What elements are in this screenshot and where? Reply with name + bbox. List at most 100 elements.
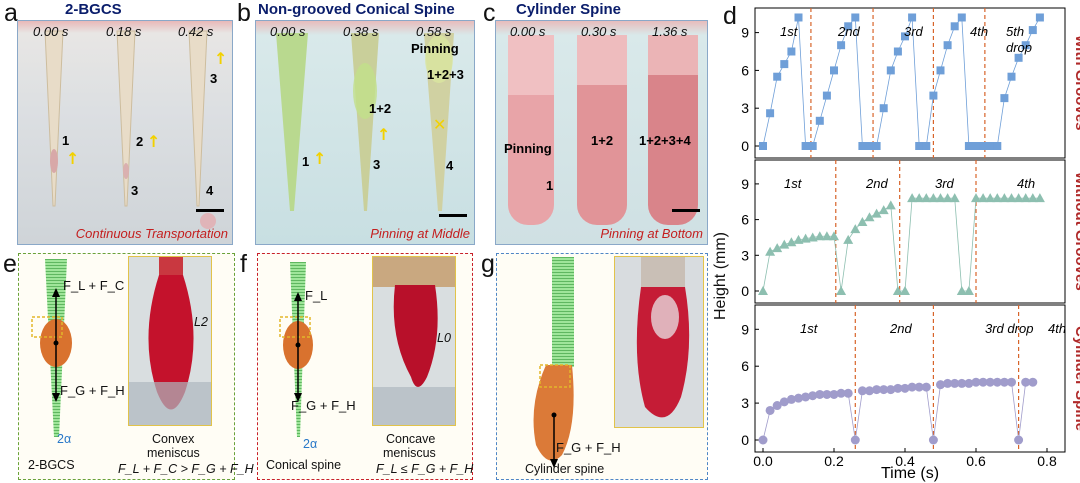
data-point — [957, 378, 967, 388]
y-tick-label: 3 — [741, 247, 749, 263]
spine-b1-icon — [276, 33, 308, 211]
data-point — [914, 382, 924, 392]
data-point — [879, 385, 889, 395]
data-point — [829, 231, 839, 241]
panel-label-b: b — [237, 0, 251, 27]
length-e: L2 — [194, 315, 208, 329]
data-point — [779, 397, 789, 407]
panel-label-g: g — [481, 250, 495, 278]
data-point — [1014, 53, 1023, 62]
y-tick-label: 3 — [741, 395, 749, 411]
data-point — [1034, 193, 1045, 203]
photo-b-1 — [256, 21, 329, 244]
concave-drop-icon — [373, 257, 455, 425]
data-point — [886, 66, 895, 75]
data-point — [922, 142, 931, 150]
data-point — [759, 142, 767, 150]
panel-title-b: Non-grooved Conical Spine — [258, 1, 455, 18]
data-point — [787, 47, 796, 56]
spine-a3-icon — [188, 30, 216, 229]
drop-num-b-3: 3 — [373, 157, 381, 172]
data-point — [1021, 41, 1030, 50]
y-tick-label: 0 — [741, 283, 749, 299]
panel-label-c: c — [483, 0, 496, 27]
data-point — [871, 208, 882, 218]
data-point — [829, 389, 839, 399]
spine-a2-icon — [116, 30, 136, 207]
y-tick-label: 0 — [741, 138, 749, 154]
panel-a-photo-frame: 0.00 s 0.18 s 0.42 s 1 2 3 3 4 ↑ ↑ ↑ Con… — [17, 20, 233, 245]
spine-a1-icon — [44, 30, 64, 207]
cylinder-c2-icon — [577, 35, 627, 225]
data-point — [900, 286, 910, 295]
data-point — [978, 193, 989, 203]
row-label: without Grooves — [1072, 171, 1080, 290]
time-b-1: 0.00 s — [270, 24, 306, 39]
up-arrow-icon: ↑ — [214, 49, 228, 68]
meniscus-f-1: Concave — [386, 432, 436, 446]
inset-g — [614, 256, 704, 428]
length-f: L0 — [437, 331, 451, 345]
data-point — [822, 389, 832, 399]
cycle-annotation: 4th — [1048, 321, 1066, 336]
time-a-2: 0.18 s — [106, 24, 142, 39]
cycle-annotation: 1st — [800, 321, 819, 336]
caption-a: Continuous Transportation — [75, 226, 228, 241]
data-point — [914, 193, 925, 203]
data-point — [892, 286, 903, 295]
data-point — [957, 13, 966, 22]
x-axis-label: Time (s) — [881, 465, 939, 482]
drop-num-c-2: 1+2 — [591, 133, 614, 148]
force-bottom-f: F_G + F_H — [291, 398, 356, 413]
relation-e: F_L + F_C > F_G + F_H — [118, 462, 254, 476]
data-point — [780, 60, 789, 69]
data-point — [1006, 193, 1017, 203]
scale-bar-c — [672, 209, 700, 212]
meniscus-e-1: Convex — [152, 432, 195, 446]
chart-row-frame — [754, 304, 1066, 453]
data-point — [1014, 435, 1024, 445]
up-arrow-icon: ↑ — [147, 132, 161, 151]
data-point — [915, 142, 924, 150]
y-tick-label: 9 — [741, 25, 749, 41]
drop-num-b-4: 1+2+3 — [427, 67, 464, 82]
time-b-3: 0.58 s — [416, 24, 452, 39]
panel-b-photo-frame: 0.00 s 0.38 s 0.58 s Pinning 1 1+2 3 1+2… — [255, 20, 475, 245]
up-arrow-icon: ↑ — [313, 149, 327, 168]
data-point — [985, 377, 995, 387]
chart-row-frame — [754, 159, 1066, 304]
data-point — [879, 104, 888, 113]
y-tick-label: 9 — [741, 176, 749, 192]
up-arrow-icon: ↑ — [377, 125, 391, 144]
inset-e — [128, 256, 212, 426]
cycle-annotation: 1st — [784, 176, 803, 191]
drop-num-a-2: 2 — [136, 134, 144, 149]
data-point — [801, 142, 810, 150]
x-tick-label: 0.4 — [895, 453, 915, 469]
photo-a-3 — [162, 21, 232, 244]
data-point — [1027, 193, 1038, 203]
data-point — [942, 193, 953, 203]
data-point — [800, 233, 811, 243]
data-point — [844, 22, 853, 31]
data-point — [1020, 193, 1031, 203]
data-point — [830, 66, 838, 75]
data-point — [843, 388, 853, 398]
cycle-annotation: 4th — [970, 24, 988, 39]
data-point — [821, 231, 832, 241]
data-point — [908, 13, 917, 22]
drop-num-a-3: 3 — [210, 71, 218, 86]
spine-name-f: Conical spine — [266, 458, 342, 472]
photo-b-3 — [402, 21, 474, 244]
data-point — [985, 193, 996, 203]
time-c-3: 1.36 s — [652, 24, 688, 39]
data-point — [886, 385, 896, 395]
pinning-label-c: Pinning — [504, 141, 552, 156]
data-point — [964, 378, 974, 388]
data-point — [978, 377, 988, 387]
panel-c-photo-frame: 0.00 s 0.30 s 1.36 s Pinning 1 1+2 1+2+3… — [495, 20, 708, 245]
drop-num-b-2: 1+2 — [369, 101, 392, 116]
data-point — [772, 401, 782, 411]
y-tick-label: 6 — [741, 62, 749, 78]
data-point — [857, 216, 868, 226]
